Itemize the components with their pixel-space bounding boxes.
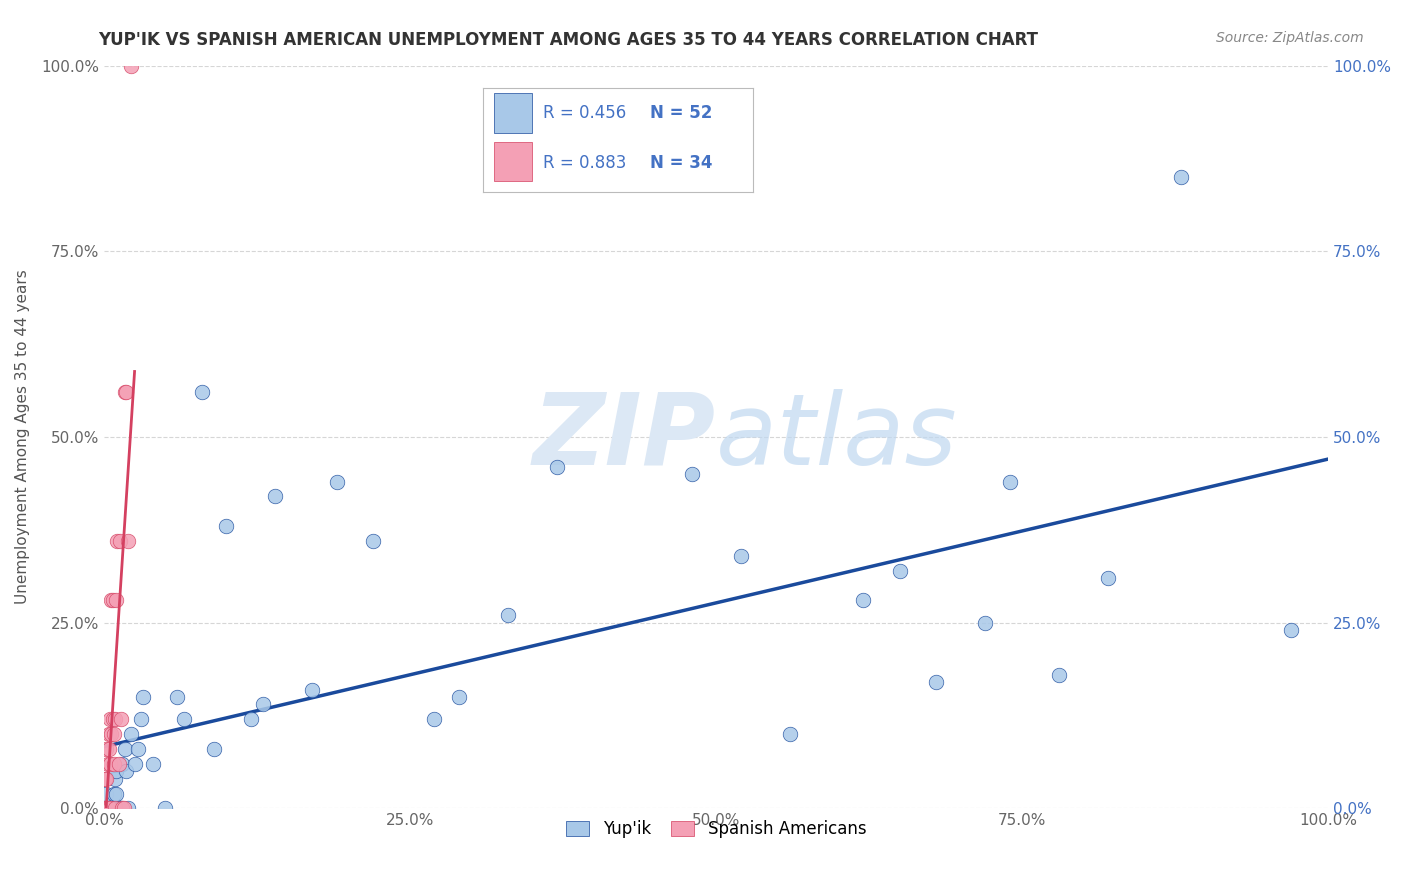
Point xyxy=(96,742,118,756)
Point xyxy=(974,615,997,630)
Point xyxy=(998,475,1021,489)
Point xyxy=(108,534,131,549)
Point xyxy=(98,801,121,815)
Point xyxy=(97,801,120,815)
Point xyxy=(100,801,122,815)
Point xyxy=(202,742,225,756)
Point xyxy=(191,385,214,400)
Point xyxy=(115,764,138,779)
Point xyxy=(108,801,131,815)
Point xyxy=(124,756,146,771)
Point xyxy=(252,698,274,712)
Point xyxy=(779,727,801,741)
Point xyxy=(132,690,155,704)
Point xyxy=(101,801,124,815)
Point xyxy=(115,385,138,400)
Point xyxy=(111,801,134,815)
Point xyxy=(142,756,165,771)
Point xyxy=(97,801,120,815)
Point xyxy=(93,801,115,815)
Point xyxy=(97,727,120,741)
Point xyxy=(101,593,124,607)
Point xyxy=(681,467,703,482)
Point xyxy=(93,801,115,815)
Point xyxy=(325,475,347,489)
Point xyxy=(104,801,127,815)
Point xyxy=(107,801,129,815)
Point xyxy=(98,756,121,771)
Point xyxy=(97,756,120,771)
Point xyxy=(852,593,875,607)
Point xyxy=(496,608,519,623)
Point xyxy=(447,690,470,704)
Point xyxy=(105,764,128,779)
Point xyxy=(301,682,323,697)
Point xyxy=(100,727,122,741)
Text: Source: ZipAtlas.com: Source: ZipAtlas.com xyxy=(1216,31,1364,45)
Text: ZIP: ZIP xyxy=(533,389,716,485)
Point xyxy=(114,385,136,400)
Point xyxy=(117,534,139,549)
Point xyxy=(730,549,752,563)
Point xyxy=(103,787,125,801)
Point xyxy=(94,772,117,786)
Point xyxy=(1170,169,1192,184)
Point xyxy=(1281,623,1303,637)
Point xyxy=(173,712,195,726)
Point xyxy=(101,801,124,815)
Point xyxy=(166,690,188,704)
Point xyxy=(98,801,121,815)
Point xyxy=(96,772,118,786)
Point xyxy=(96,801,118,815)
Point xyxy=(120,59,142,73)
Point xyxy=(423,712,446,726)
Point xyxy=(103,756,125,771)
Point xyxy=(94,801,117,815)
Text: YUP'IK VS SPANISH AMERICAN UNEMPLOYMENT AMONG AGES 35 TO 44 YEARS CORRELATION CH: YUP'IK VS SPANISH AMERICAN UNEMPLOYMENT … xyxy=(98,31,1039,49)
Point xyxy=(96,787,118,801)
Point xyxy=(1047,667,1070,681)
Point xyxy=(97,801,120,815)
Point xyxy=(361,534,384,549)
Point xyxy=(889,564,911,578)
Point xyxy=(107,534,129,549)
Point xyxy=(105,787,128,801)
Point xyxy=(111,756,134,771)
Y-axis label: Unemployment Among Ages 35 to 44 years: Unemployment Among Ages 35 to 44 years xyxy=(15,269,30,605)
Point xyxy=(120,727,142,741)
Point xyxy=(1097,571,1119,585)
Point xyxy=(104,712,127,726)
Point xyxy=(264,490,287,504)
Point xyxy=(546,459,568,474)
Point xyxy=(114,742,136,756)
Point xyxy=(104,772,127,786)
Point xyxy=(127,742,149,756)
Point xyxy=(117,801,139,815)
Point xyxy=(153,801,176,815)
Point xyxy=(107,756,129,771)
Point xyxy=(112,801,135,815)
Point xyxy=(215,519,238,533)
Point xyxy=(110,712,132,726)
Point xyxy=(105,593,128,607)
Point xyxy=(925,675,948,690)
Point xyxy=(239,712,262,726)
Point xyxy=(97,742,120,756)
Point xyxy=(129,712,152,726)
Point xyxy=(100,593,122,607)
Point xyxy=(101,712,124,726)
Legend: Yup'ik, Spanish Americans: Yup'ik, Spanish Americans xyxy=(560,814,873,845)
Point xyxy=(104,801,127,815)
Text: atlas: atlas xyxy=(716,389,957,485)
Point xyxy=(103,727,125,741)
Point xyxy=(98,712,121,726)
Point xyxy=(111,801,134,815)
